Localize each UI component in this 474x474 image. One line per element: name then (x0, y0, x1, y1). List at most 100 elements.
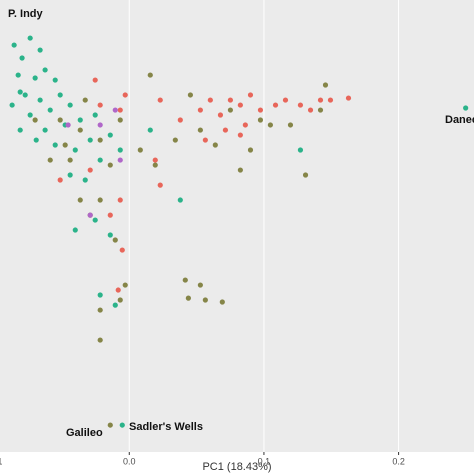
point (67, 172, 73, 178)
point (97, 292, 103, 298)
grid (128, 0, 400, 452)
point (97, 307, 103, 313)
point (157, 182, 163, 188)
point (32, 75, 38, 81)
point (42, 67, 48, 73)
point (87, 167, 93, 173)
point (107, 212, 113, 218)
point (27, 35, 33, 41)
point (202, 137, 208, 143)
point (9, 102, 15, 108)
point (152, 157, 158, 163)
point (107, 232, 113, 238)
x-tick-label: -0.1 (0, 456, 2, 466)
point (37, 97, 43, 103)
point (307, 107, 314, 113)
point (107, 422, 113, 428)
point (117, 107, 123, 113)
point (117, 157, 123, 163)
point (122, 282, 128, 288)
point (137, 147, 143, 153)
point (327, 97, 334, 103)
point (117, 297, 123, 303)
point (19, 55, 25, 61)
point (67, 102, 73, 108)
point (257, 117, 264, 123)
point (302, 172, 309, 178)
point (112, 107, 118, 113)
point (67, 157, 73, 163)
point (92, 217, 98, 223)
point (217, 112, 224, 118)
point (107, 162, 113, 168)
point (11, 42, 17, 48)
point (57, 92, 63, 98)
point (65, 122, 71, 128)
point (72, 147, 78, 153)
point (185, 295, 191, 301)
annotation: Galileo (66, 427, 103, 439)
point (222, 127, 229, 133)
point (197, 127, 203, 133)
point (37, 47, 43, 53)
point (237, 167, 243, 173)
points (9, 35, 469, 428)
point (72, 227, 78, 233)
point (242, 122, 248, 128)
point (115, 287, 121, 293)
point (147, 127, 153, 133)
point (97, 197, 103, 203)
point (197, 107, 203, 113)
point (112, 302, 118, 308)
point (32, 117, 38, 123)
point (119, 422, 125, 428)
point (317, 107, 324, 113)
point (287, 122, 294, 128)
point (119, 247, 125, 253)
point (27, 112, 33, 118)
annotation: Danec (445, 114, 474, 126)
point (97, 122, 103, 128)
point (172, 137, 178, 143)
point (272, 102, 279, 108)
point (107, 132, 113, 138)
point (247, 92, 254, 98)
point (317, 97, 324, 103)
point (345, 95, 352, 101)
point (97, 337, 103, 343)
x-tick-label: 0.0 (123, 456, 136, 466)
point (117, 197, 123, 203)
point (42, 127, 48, 133)
point (227, 97, 234, 103)
x-axis-title: PC1 (18.43%) (202, 461, 271, 473)
point (177, 197, 183, 203)
point (257, 107, 264, 113)
point (182, 277, 188, 283)
point (219, 299, 225, 305)
point (282, 97, 289, 103)
point (77, 117, 83, 123)
point (237, 102, 243, 108)
point (147, 72, 153, 78)
point (463, 105, 469, 111)
point (82, 177, 88, 183)
point (297, 147, 304, 153)
point (17, 89, 23, 95)
point (267, 122, 273, 128)
point (297, 102, 304, 108)
point (247, 147, 254, 153)
point (87, 212, 93, 218)
point (117, 147, 123, 153)
point (97, 102, 103, 108)
x-tick-label: 0.2 (392, 456, 405, 466)
point (92, 77, 98, 83)
annotation: P. Indy (8, 8, 44, 20)
point (202, 297, 208, 303)
point (212, 142, 218, 148)
point (57, 117, 63, 123)
point (177, 117, 183, 123)
point (33, 137, 39, 143)
point (77, 197, 83, 203)
point (17, 127, 23, 133)
